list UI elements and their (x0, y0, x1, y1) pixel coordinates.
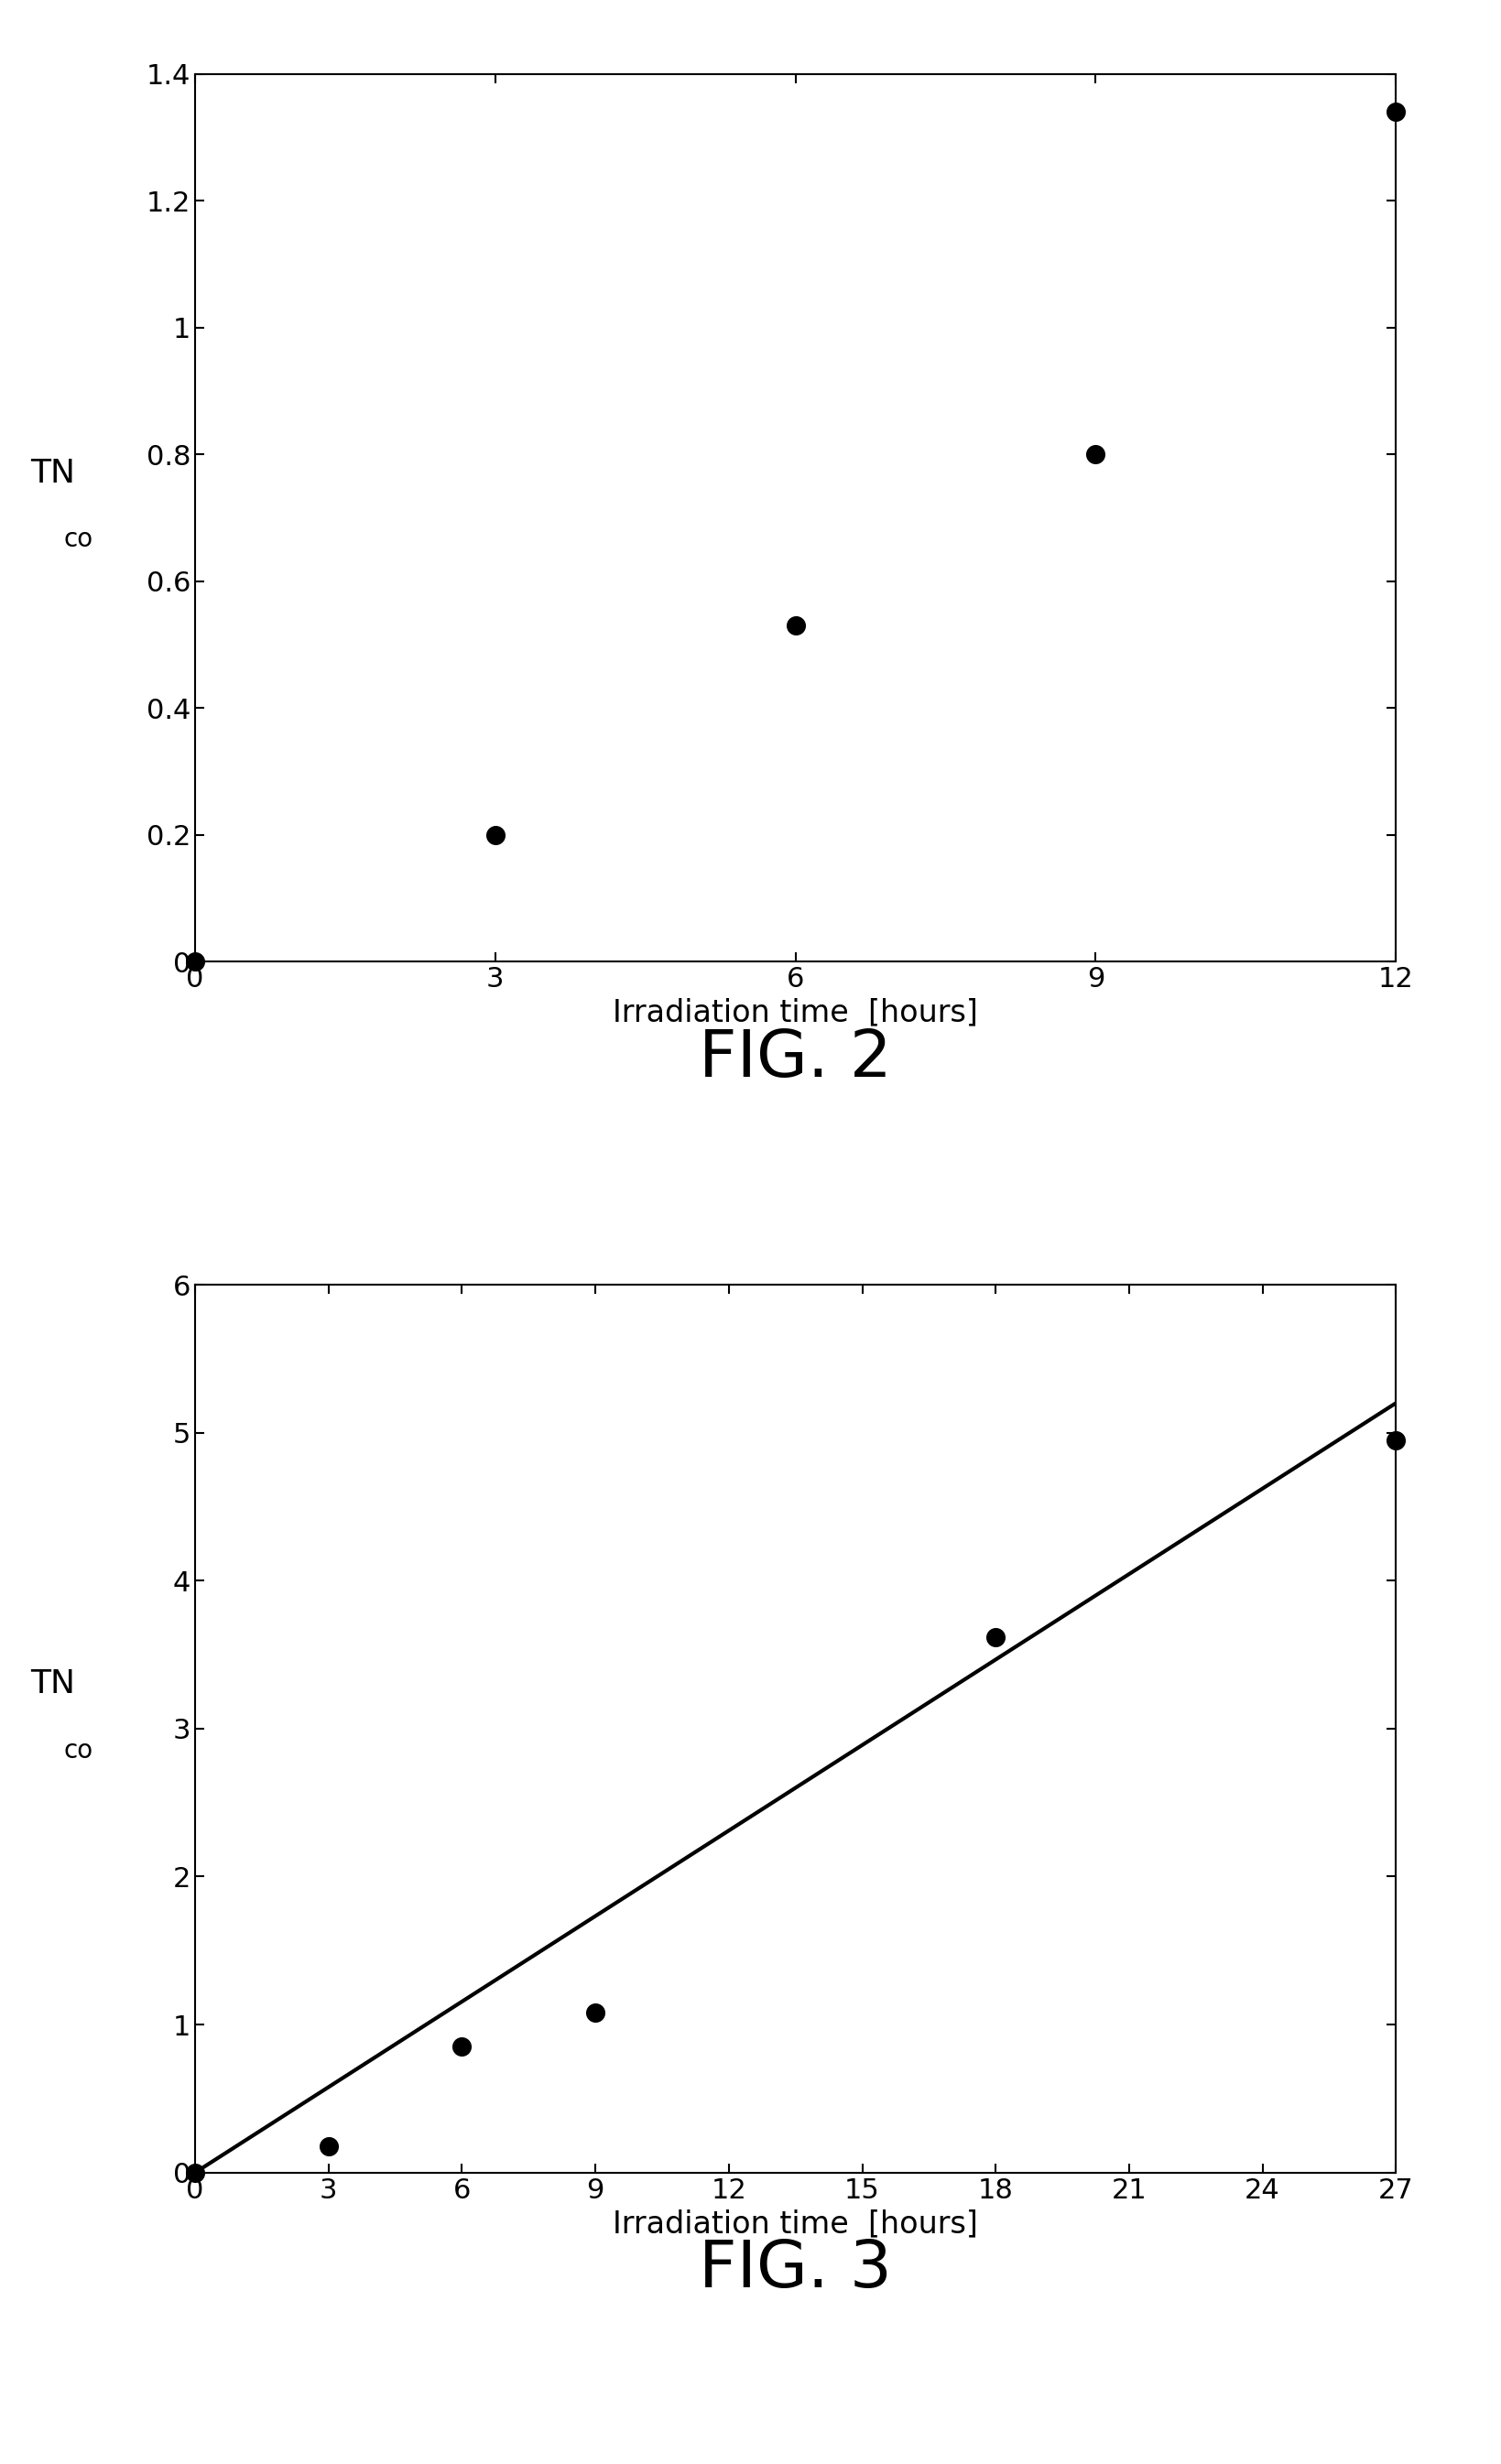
Point (183, 941, 207, 981)
Text: TN: TN (30, 458, 75, 488)
Point (1384, 1419, 1408, 1459)
Point (983, 1616, 1007, 1656)
Point (784, 606, 808, 646)
Point (183, 2154, 207, 2193)
Text: co: co (63, 527, 93, 552)
Point (450, 2028, 474, 2067)
Text: FIG. 3: FIG. 3 (699, 2237, 892, 2301)
Point (1084, 434, 1108, 473)
Text: TN: TN (30, 1668, 75, 1700)
Point (317, 2126, 341, 2166)
Point (584, 1993, 608, 2033)
Text: co: co (63, 1737, 93, 1764)
X-axis label: Irradiation time  [hours]: Irradiation time [hours] (612, 2208, 979, 2240)
X-axis label: Irradiation time  [hours]: Irradiation time [hours] (612, 998, 979, 1027)
Point (1384, 91, 1408, 131)
Text: FIG. 2: FIG. 2 (699, 1027, 892, 1089)
Point (483, 816, 507, 855)
